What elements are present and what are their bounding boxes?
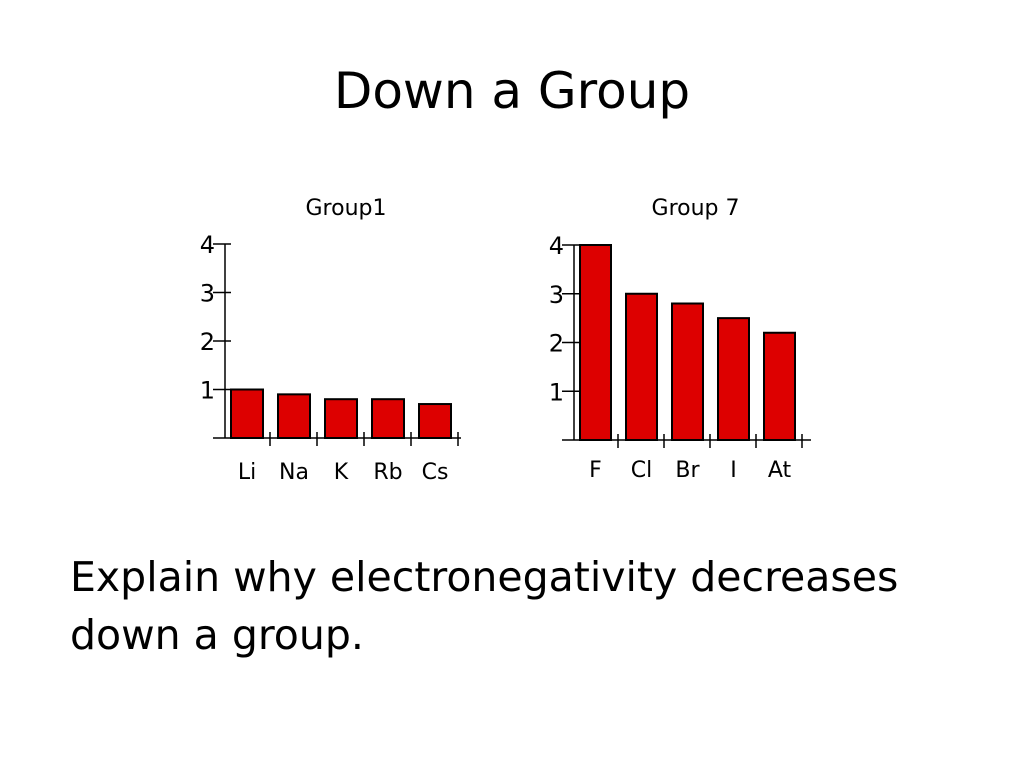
question-text: Explain why electronegativity decreases … — [70, 553, 899, 659]
x-tick-label: Rb — [373, 460, 402, 485]
x-tick-label: Br — [675, 458, 700, 483]
x-tick-label: K — [334, 460, 349, 485]
y-tick-label: 2 — [200, 328, 215, 356]
bar-f — [579, 244, 612, 441]
bar-br — [671, 302, 704, 441]
bar-na — [277, 393, 311, 440]
x-tick-label: Li — [238, 460, 256, 485]
chart-group7: Group 7 1 2 3 4 F Cl Br I At — [549, 196, 811, 483]
bar-k — [324, 398, 358, 440]
bar-rb — [371, 398, 405, 440]
x-tick-label: I — [730, 458, 737, 483]
x-tick-label: Cl — [631, 458, 652, 483]
x-tick-label: Cs — [422, 460, 449, 485]
chart-title: Group 7 — [652, 196, 740, 221]
y-tick-label: 1 — [200, 377, 215, 405]
slide-title: Down a Group — [333, 62, 691, 120]
y-tick-label: 3 — [200, 280, 215, 308]
chart-title: Group1 — [306, 196, 387, 221]
bar-at — [763, 331, 796, 441]
y-tick-label: 3 — [549, 281, 564, 309]
chart-group1: Group1 1 2 3 4 Li Na K Rb Cs — [200, 196, 461, 485]
x-tick-label: At — [768, 458, 792, 483]
bar-cs — [418, 403, 452, 439]
bar-i — [717, 317, 750, 441]
y-tick-label: 4 — [549, 232, 564, 260]
x-tick-label: Na — [279, 460, 309, 485]
bar-cl — [625, 292, 658, 441]
y-tick-label: 1 — [549, 378, 564, 406]
bar-li — [230, 388, 264, 439]
y-tick-label: 2 — [549, 330, 564, 358]
y-tick-label: 4 — [200, 231, 215, 259]
x-tick-label: F — [589, 458, 602, 483]
